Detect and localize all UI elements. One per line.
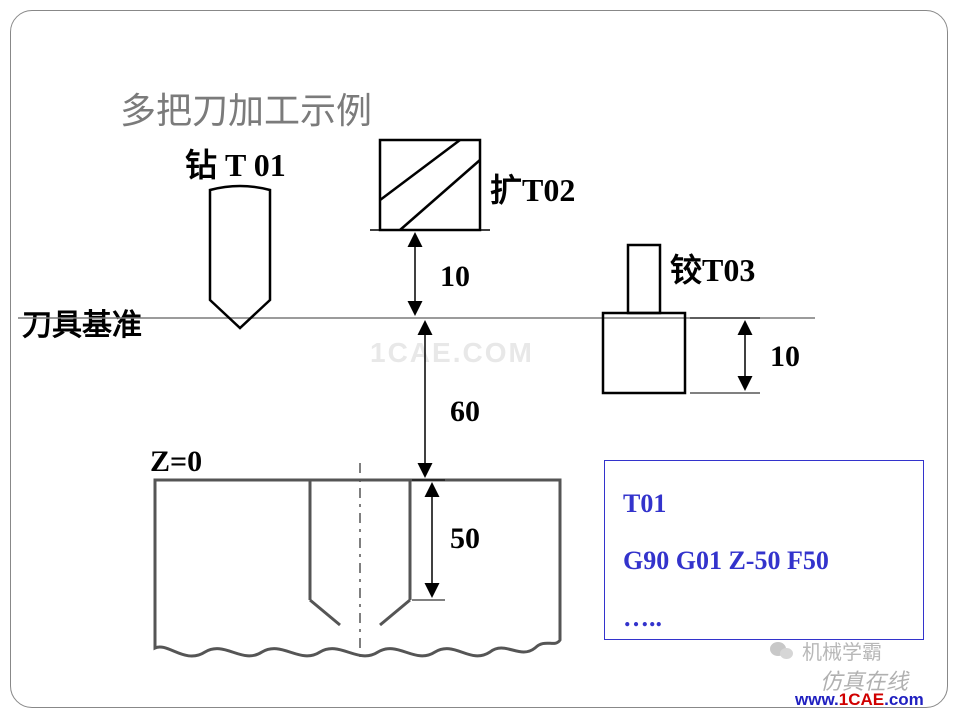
diagram-svg [0, 0, 960, 720]
